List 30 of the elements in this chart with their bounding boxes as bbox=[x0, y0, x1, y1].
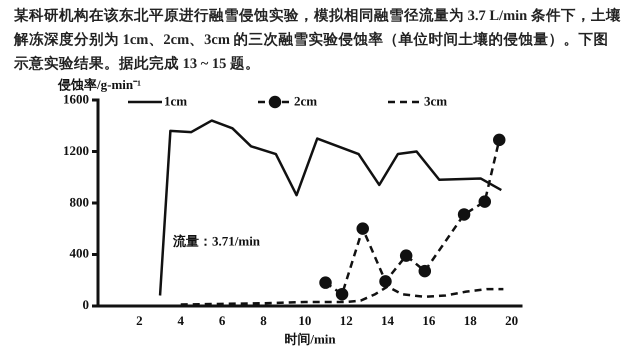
x-tick-label: 18 bbox=[464, 312, 478, 328]
x-axis-title: 时间/min bbox=[284, 332, 336, 347]
point bbox=[478, 195, 492, 208]
legend-label: 2cm bbox=[294, 93, 318, 108]
x-tick-label: 4 bbox=[177, 312, 184, 328]
x-tick-label: 6 bbox=[218, 312, 226, 328]
point bbox=[319, 276, 332, 289]
point bbox=[458, 208, 470, 221]
y-tick-label: 800 bbox=[70, 194, 89, 210]
point bbox=[493, 134, 506, 146]
point bbox=[400, 249, 412, 262]
point bbox=[379, 275, 392, 288]
point bbox=[356, 222, 369, 235]
point bbox=[418, 264, 432, 278]
y-tick-label: 400 bbox=[70, 246, 89, 261]
point bbox=[336, 288, 348, 300]
y-tick-label: 1200 bbox=[63, 142, 89, 158]
chart-title: 某科研机构在该东北平原进行融雪侵蚀实验，模拟相同融雪径流量为 3.7 L/min 条件下，土壤解冻深度分别为 1cm、2cm、3cm 的三次融雪实验侵蚀率（单位时间土壤的侵蚀量）。下图示意实验结果。据此完成 13 ~ 15 题。 bbox=[14, 6, 622, 74]
y-tick-label: 0 bbox=[82, 297, 89, 312]
x-tick-label: 12 bbox=[340, 312, 353, 328]
x-tick-label: 2 bbox=[136, 312, 143, 328]
legend-label: 1cm bbox=[164, 93, 188, 108]
x-tick-label: 8 bbox=[260, 312, 268, 328]
x-tick-label: 10 bbox=[298, 312, 312, 328]
x-tick-label: 16 bbox=[422, 312, 436, 328]
y-tick-label: 1600 bbox=[63, 91, 89, 106]
x-tick-label: 14 bbox=[381, 312, 395, 328]
annotation: 流量：3.71/min bbox=[172, 233, 261, 248]
legend-label: 3cm bbox=[424, 93, 448, 108]
x-tick-label: 20 bbox=[505, 312, 518, 328]
